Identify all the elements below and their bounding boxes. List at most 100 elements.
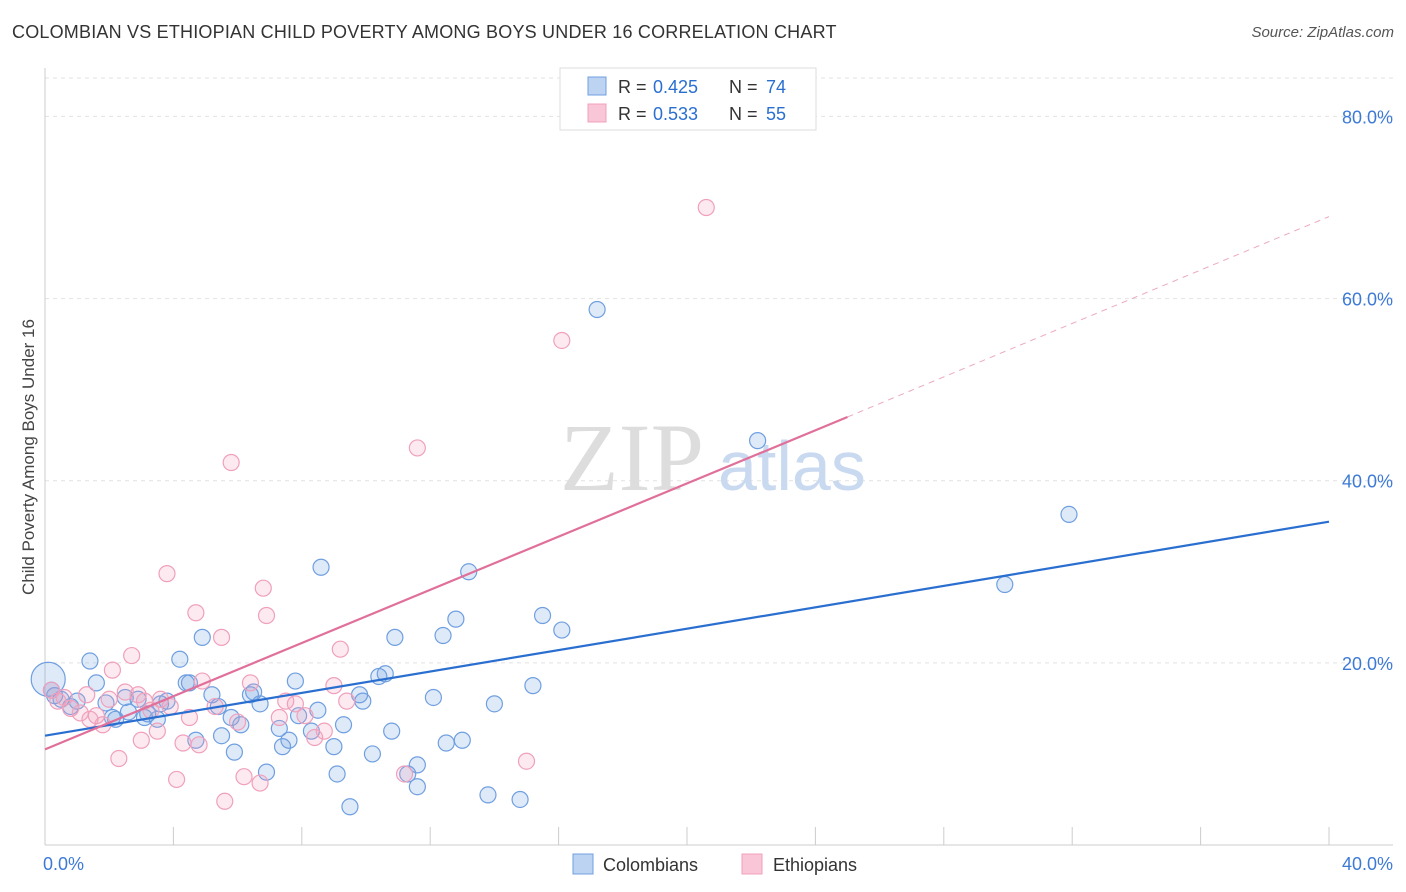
ethiopians-point — [331, 640, 349, 658]
colombians-point — [212, 727, 231, 745]
ethiopians-point — [306, 728, 324, 747]
x-tick-labels: 0.0% 40.0% — [43, 854, 1393, 874]
stats-legend: R = 0.425 N = 74 R = 0.533 N = 55 — [559, 67, 817, 131]
colombians-point — [81, 652, 99, 670]
stats-r-value-1: 0.425 — [653, 77, 698, 97]
ethiopians-point — [132, 731, 150, 749]
colombians-point — [408, 756, 426, 774]
chart-title: COLOMBIAN VS ETHIOPIAN CHILD POVERTY AMO… — [12, 22, 837, 42]
ethiopians-point — [78, 686, 96, 704]
colombians-point — [193, 628, 211, 646]
colombians-point — [511, 790, 529, 809]
colombians-point — [225, 743, 243, 761]
y-tick-label: 60.0% — [1342, 290, 1393, 310]
colombians-point — [588, 300, 606, 319]
ethiopians-point — [315, 722, 333, 740]
ethiopians-point — [174, 734, 192, 752]
ethiopians-point — [517, 752, 536, 770]
ethiopians-point — [55, 688, 73, 707]
colombians-point — [408, 778, 426, 796]
ethiopians-point — [697, 198, 715, 217]
ethiopians-point — [270, 708, 288, 727]
colombians-point — [485, 695, 503, 713]
legend-swatch-colombians — [572, 853, 594, 875]
chart-source: Source: ZipAtlas.com — [1251, 24, 1394, 41]
colombians-point — [1060, 505, 1078, 524]
y-axis-label: Child Poverty Among Boys Under 16 — [19, 319, 38, 595]
gridlines — [45, 77, 1393, 664]
stats-swatch-ethiopians — [587, 103, 607, 123]
colombians-point — [424, 688, 443, 707]
ethiopians-point — [408, 439, 426, 457]
ethiopians-point — [180, 708, 199, 727]
legend-label-ethiopians: Ethiopians — [773, 855, 857, 875]
stats-r-label-1: R = — [618, 77, 647, 97]
ethiopians-point — [222, 453, 240, 472]
colombians-point — [996, 575, 1014, 594]
ethiopians-point — [229, 713, 247, 731]
y-tick-label: 40.0% — [1342, 472, 1393, 492]
stats-n-value-2: 55 — [766, 104, 786, 124]
bottom-legend: Colombians Ethiopians — [572, 853, 857, 875]
colombians-point — [312, 558, 330, 576]
watermark-zip: ZIP — [560, 404, 704, 511]
colombians-point — [363, 745, 382, 763]
data-points — [30, 198, 1078, 816]
colombians-point — [533, 606, 552, 625]
colombians-point — [87, 674, 105, 692]
legend-label-colombians: Colombians — [603, 855, 698, 875]
colombians-point — [171, 650, 189, 668]
watermark: ZIP atlas — [560, 404, 866, 511]
ethiopians-point — [42, 681, 61, 699]
ethiopians-point — [87, 707, 105, 725]
colombians-point — [437, 734, 455, 752]
colombians-point — [553, 621, 571, 639]
colombians-point — [257, 763, 276, 781]
ethiopians-point — [158, 565, 176, 583]
ethiopians-point — [148, 722, 166, 740]
y-tick-labels: 20.0% 40.0% 60.0% 80.0% — [1342, 107, 1393, 673]
stats-swatch-colombians — [587, 76, 607, 96]
ethiopians-point — [103, 661, 122, 679]
stats-r-value-2: 0.533 — [653, 104, 698, 124]
ethiopians-point — [212, 628, 231, 646]
y-tick-label: 80.0% — [1342, 107, 1393, 127]
legend-swatch-ethiopians — [741, 853, 763, 875]
ethiopians-point — [123, 646, 141, 665]
ethiopians-point — [395, 765, 414, 783]
trend-lines — [44, 216, 1330, 751]
colombians-point — [273, 738, 292, 756]
ethiopians-point — [187, 604, 205, 622]
colombians-point — [328, 765, 346, 783]
ethiopians-point — [116, 683, 134, 701]
ethiopians-point — [168, 770, 186, 789]
ethiopians-point — [235, 768, 253, 786]
y-tick-label: 20.0% — [1342, 654, 1393, 674]
colombians-point — [286, 672, 304, 690]
x-ticks — [44, 827, 1330, 845]
ethiopians-point — [296, 707, 314, 725]
colombians-point — [524, 677, 542, 695]
colombians-point — [341, 798, 359, 816]
colombians-point — [386, 628, 404, 646]
stats-n-label-1: N = — [729, 77, 758, 97]
colombians-point — [334, 716, 353, 734]
ethiopians-point — [190, 736, 208, 754]
ethiopians-point — [62, 699, 80, 717]
colombians-point — [309, 701, 327, 719]
colombians-point — [453, 731, 471, 749]
x-tick-label: 40.0% — [1342, 854, 1393, 874]
watermark-atlas: atlas — [718, 427, 866, 505]
ethiopians-point — [216, 792, 234, 810]
ethiopians-trend-extension — [847, 216, 1330, 418]
ethiopians-point — [129, 686, 147, 704]
colombians-point — [434, 626, 452, 645]
ethiopians-point — [257, 606, 276, 625]
x-tick-label: 0.0% — [43, 854, 84, 874]
ethiopians-point — [338, 692, 356, 710]
ethiopians-point — [286, 695, 304, 713]
ethiopians-point — [110, 749, 128, 768]
colombians-point — [354, 692, 372, 710]
colombians-point — [280, 731, 298, 749]
colombians-point — [232, 716, 250, 734]
